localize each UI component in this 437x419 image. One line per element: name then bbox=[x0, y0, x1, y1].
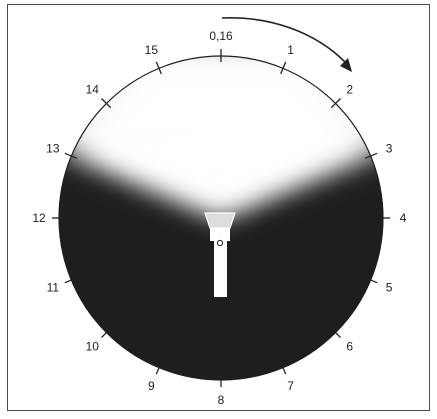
dial-label: 13 bbox=[46, 141, 60, 155]
dial-tick bbox=[364, 277, 378, 284]
dial-tick bbox=[280, 61, 287, 75]
dial-tick bbox=[64, 152, 78, 159]
dial-tick bbox=[330, 98, 341, 109]
dial-tick bbox=[101, 98, 112, 109]
dial-tick bbox=[280, 361, 287, 375]
dial-label: 9 bbox=[148, 379, 155, 393]
dial-tick bbox=[155, 361, 162, 375]
dial-tick bbox=[155, 61, 162, 75]
clockwise-arrow-icon bbox=[221, 17, 352, 72]
dial-label: 4 bbox=[400, 211, 407, 225]
dial-label: 0,16 bbox=[209, 29, 233, 43]
dial-label: 1 bbox=[287, 43, 294, 57]
dial-ticks bbox=[52, 49, 390, 387]
dial-label: 15 bbox=[145, 43, 159, 57]
dial-label: 10 bbox=[86, 340, 100, 354]
dial-label: 3 bbox=[386, 141, 393, 155]
dial-label: 5 bbox=[386, 281, 393, 295]
dial-label: 12 bbox=[32, 211, 46, 225]
dial-label: 8 bbox=[218, 393, 225, 407]
dial-label: 2 bbox=[346, 82, 353, 96]
flashlight-icon bbox=[204, 212, 236, 297]
dial-label: 6 bbox=[346, 340, 353, 354]
dial-tick bbox=[101, 327, 112, 338]
dial-tick bbox=[364, 152, 378, 159]
dial-label: 14 bbox=[86, 82, 100, 96]
dial-tick bbox=[64, 277, 78, 284]
dial-label: 11 bbox=[47, 281, 60, 295]
dial-tick bbox=[330, 327, 341, 338]
dial-label: 7 bbox=[287, 379, 294, 393]
